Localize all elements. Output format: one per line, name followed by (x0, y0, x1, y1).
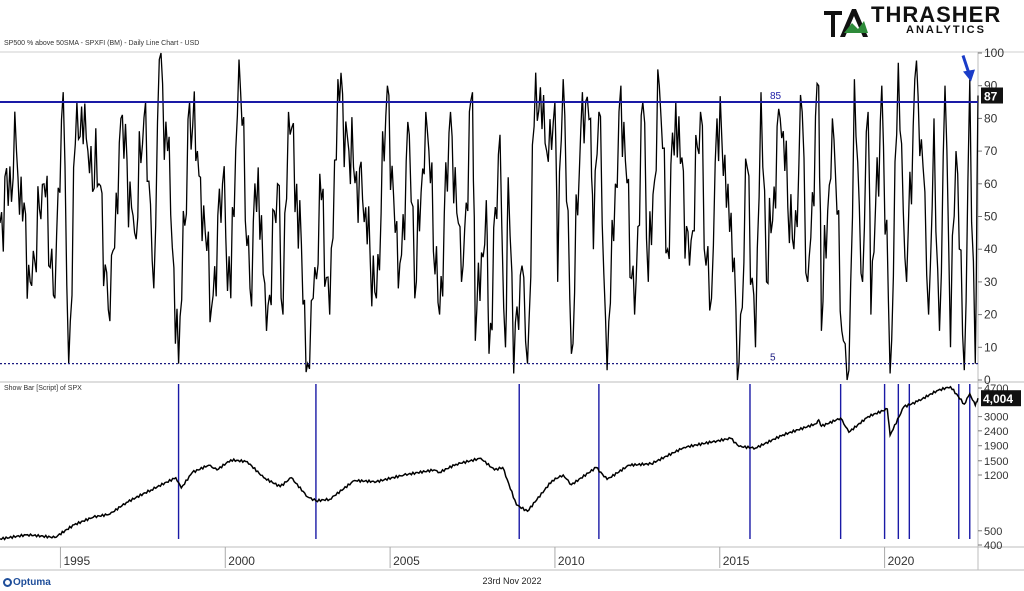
x-tick-label: 2005 (393, 554, 420, 568)
bottom-y-tick-label: 1900 (984, 441, 1008, 453)
arrow-head-icon (963, 69, 975, 82)
spx-series-line (0, 385, 979, 541)
arrow-shaft (961, 55, 971, 74)
top-y-tick-label: 10 (984, 340, 998, 354)
bottom-y-tick-label: 2400 (984, 426, 1008, 438)
optuma-label: Optuma (13, 577, 51, 588)
top-y-tick-label: 30 (984, 275, 998, 289)
top-y-tick-label: 40 (984, 242, 998, 256)
footer-date: 23rd Nov 2022 (482, 576, 542, 586)
bottom-y-tick-label: 1200 (984, 470, 1008, 482)
reference-label-85: 85 (770, 91, 782, 102)
breadth-series-line (0, 52, 979, 381)
bottom-last-value-badge (981, 390, 1021, 407)
x-tick-label: 1995 (63, 554, 90, 568)
top-panel-title: SP500 % above 50SMA - SPXFI (BM) - Daily… (4, 40, 200, 47)
bottom-y-tick-label: 1500 (984, 456, 1008, 468)
thrasher-logo (822, 3, 1002, 43)
optuma-logo: Optuma (3, 577, 51, 588)
bottom-y-tick-label: 500 (984, 526, 1002, 538)
top-y-tick-label: 20 (984, 308, 998, 322)
bottom-y-tick-label: 400 (984, 540, 1002, 552)
optuma-icon (3, 578, 12, 587)
brand-line2: ANALYTICS (906, 24, 986, 36)
x-tick-label: 2020 (888, 554, 915, 568)
top-y-tick-label: 80 (984, 111, 998, 125)
top-y-tick-label: 0 (984, 373, 991, 387)
x-tick-label: 2015 (723, 554, 750, 568)
top-y-tick-label: 50 (984, 210, 998, 224)
x-tick-label: 2000 (228, 554, 255, 568)
reference-label-5: 5 (770, 353, 776, 364)
top-last-value-label: 87 (984, 90, 998, 104)
top-last-value-badge (981, 87, 1003, 104)
bottom-last-value-label: 4,004 (983, 392, 1013, 406)
top-y-tick-label: 60 (984, 177, 998, 191)
ta-logo-icon (824, 9, 868, 37)
top-y-tick-label: 100 (984, 46, 1004, 60)
brand-line1: THRASHER (871, 2, 1002, 27)
top-y-tick-label: 70 (984, 144, 998, 158)
bottom-y-tick-label: 3000 (984, 412, 1008, 424)
bottom-panel-title: Show Bar [Script] of SPX (4, 385, 82, 392)
x-tick-label: 2010 (558, 554, 585, 568)
